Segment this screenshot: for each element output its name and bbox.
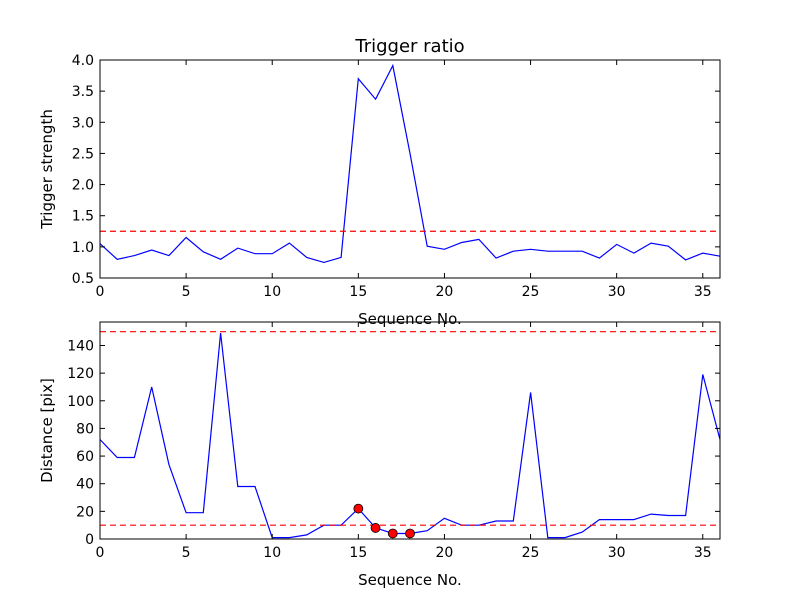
chart2-y-tick-label: 60 bbox=[76, 449, 94, 465]
chart1-title: Trigger ratio bbox=[354, 36, 464, 57]
chart2-y-tick-label: 40 bbox=[76, 477, 94, 493]
chart2-x-axis-label: Sequence No. bbox=[358, 571, 462, 589]
chart2-y-axis-label: Distance [pix] bbox=[38, 378, 56, 483]
chart2-data-point-2 bbox=[387, 528, 398, 539]
chart1-x-axis-label: Sequence No. bbox=[358, 310, 462, 328]
chart2-data-point-0 bbox=[353, 503, 364, 514]
chart2-data-point-3 bbox=[405, 528, 415, 539]
distance-panel: 0 5 10 15 20 25 30 35 0 20 40 60 80 100 120 140 Sequence… bbox=[38, 321, 721, 589]
chart2-y-tick-label: 100 bbox=[67, 394, 94, 410]
chart1-y-tick-label: 3.5 bbox=[72, 84, 94, 100]
chart1-x-tick-label: 35 bbox=[694, 284, 712, 300]
chart2-x-tick-label: 20 bbox=[436, 545, 454, 561]
chart2-y-tick-label: 80 bbox=[76, 421, 94, 437]
chart1-x-tick-label: 0 bbox=[96, 284, 105, 300]
chart2-x-tick-label: 5 bbox=[182, 545, 191, 561]
chart1-y-tick-label: 4.0 bbox=[72, 53, 94, 69]
chart2-y-tick-label: 20 bbox=[76, 504, 94, 520]
chart1-y-tick-label: 1.0 bbox=[72, 240, 94, 256]
chart2-data-point-1 bbox=[370, 523, 381, 533]
chart2-x-tick-label: 15 bbox=[349, 545, 367, 561]
chart2-series-line-0 bbox=[99, 333, 721, 539]
chart1-x-tick-label: 10 bbox=[263, 284, 281, 300]
chart1-x-tick-label: 30 bbox=[608, 284, 626, 300]
chart2-y-tick-label: 140 bbox=[67, 338, 94, 354]
chart1-x-tick-label: 25 bbox=[522, 284, 540, 300]
chart2-x-tick-label: 25 bbox=[522, 545, 540, 561]
trigger-ratio-panel: 0 5 10 15 20 25 30 35 0.5 1.0 1.5 2.0 2.5 3.0 3.5 4.0 Se… bbox=[38, 36, 721, 328]
chart2-y-tick-label: 0 bbox=[85, 532, 94, 548]
chart1-y-tick-label: 3.0 bbox=[72, 115, 94, 131]
chart1-y-tick-label: 1.5 bbox=[72, 209, 94, 225]
chart1-plot-frame bbox=[99, 59, 721, 279]
chart1-x-tick-label: 20 bbox=[436, 284, 454, 300]
chart1-y-tick-label: 2.5 bbox=[72, 146, 94, 162]
chart1-y-tick-label: 0.5 bbox=[72, 271, 94, 287]
chart2-y-tick-label: 120 bbox=[67, 366, 94, 382]
chart1-series-line-0 bbox=[99, 63, 721, 264]
chart1-x-tick-label: 15 bbox=[349, 284, 367, 300]
chart2-x-tick-label: 35 bbox=[694, 545, 712, 561]
chart2-x-tick-label: 10 bbox=[263, 545, 281, 561]
chart2-x-tick-label: 30 bbox=[608, 545, 626, 561]
chart1-y-tick-label: 2.0 bbox=[72, 178, 94, 194]
chart2-plot-frame bbox=[99, 321, 721, 540]
chart1-y-axis-label: Trigger strength bbox=[38, 109, 56, 230]
chart2-x-tick-label: 0 bbox=[96, 545, 105, 561]
chart1-x-tick-label: 5 bbox=[182, 284, 191, 300]
